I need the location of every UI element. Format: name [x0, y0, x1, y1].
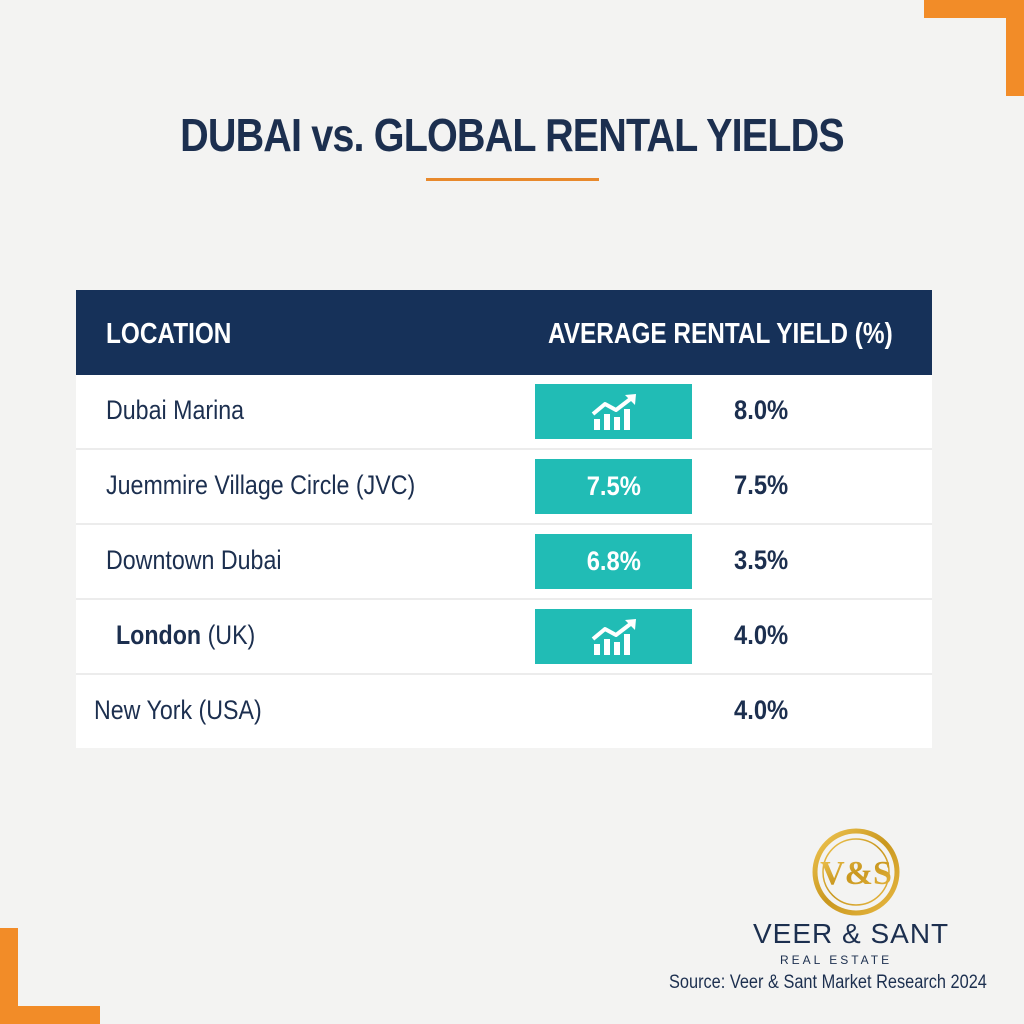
location-label: Juemmire Village Circle (JVC) — [106, 470, 416, 500]
source-note: Source: Veer & Sant Market Research 2024 — [669, 972, 987, 993]
trend-up-icon — [591, 393, 636, 430]
brand-name: VEER & SANT — [753, 918, 950, 949]
location-label: Downtown Dubai — [106, 545, 282, 575]
table-row: London (UK) 4.0% — [76, 600, 932, 675]
trend-up-icon — [591, 618, 636, 655]
yield-bar: 7.5% — [535, 459, 692, 514]
bar-label: 7.5% — [586, 471, 641, 501]
bar-label: 6.8% — [586, 546, 641, 576]
yield-bar — [535, 609, 692, 664]
page-title: DUBAI vs. GLOBAL RENTAL YIELDS — [180, 109, 845, 161]
yield-value: 7.5% — [734, 470, 789, 500]
column-header-yield: AVERAGE RENTAL YIELD (%) — [548, 318, 893, 350]
table-row: New York (USA) 4.0% — [76, 675, 932, 748]
logo-monogram: V&S — [820, 855, 892, 892]
yield-value: 4.0% — [734, 695, 789, 725]
table-row: Juemmire Village Circle (JVC) 7.5% 7.5% — [76, 450, 932, 525]
brand-logo: V&S — [812, 828, 900, 916]
yield-value: 8.0% — [734, 395, 789, 425]
yield-bar — [535, 384, 692, 439]
corner-accent-bottom-left — [0, 928, 100, 1024]
table-row: Downtown Dubai 6.8% 3.5% — [76, 525, 932, 600]
corner-accent-top-right — [924, 0, 1024, 96]
location-label: London (UK) — [116, 620, 255, 651]
table-header: LOCATION AVERAGE RENTAL YIELD (%) — [76, 290, 932, 375]
table-row: Dubai Marina 8.0% — [76, 375, 932, 450]
yield-value: 4.0% — [734, 620, 789, 650]
yield-value: 3.5% — [734, 545, 789, 575]
column-header-location: LOCATION — [106, 318, 232, 350]
brand-subtitle: REAL ESTATE — [780, 953, 893, 967]
location-label-suffix: (UK) — [201, 620, 256, 650]
yield-table: LOCATION AVERAGE RENTAL YIELD (%) Dubai … — [76, 290, 932, 748]
location-label: New York (USA) — [94, 695, 262, 725]
location-label: Dubai Marina — [106, 395, 245, 425]
location-label-bold: London — [116, 620, 202, 650]
title-underline — [426, 178, 599, 181]
yield-bar: 6.8% — [535, 534, 692, 589]
